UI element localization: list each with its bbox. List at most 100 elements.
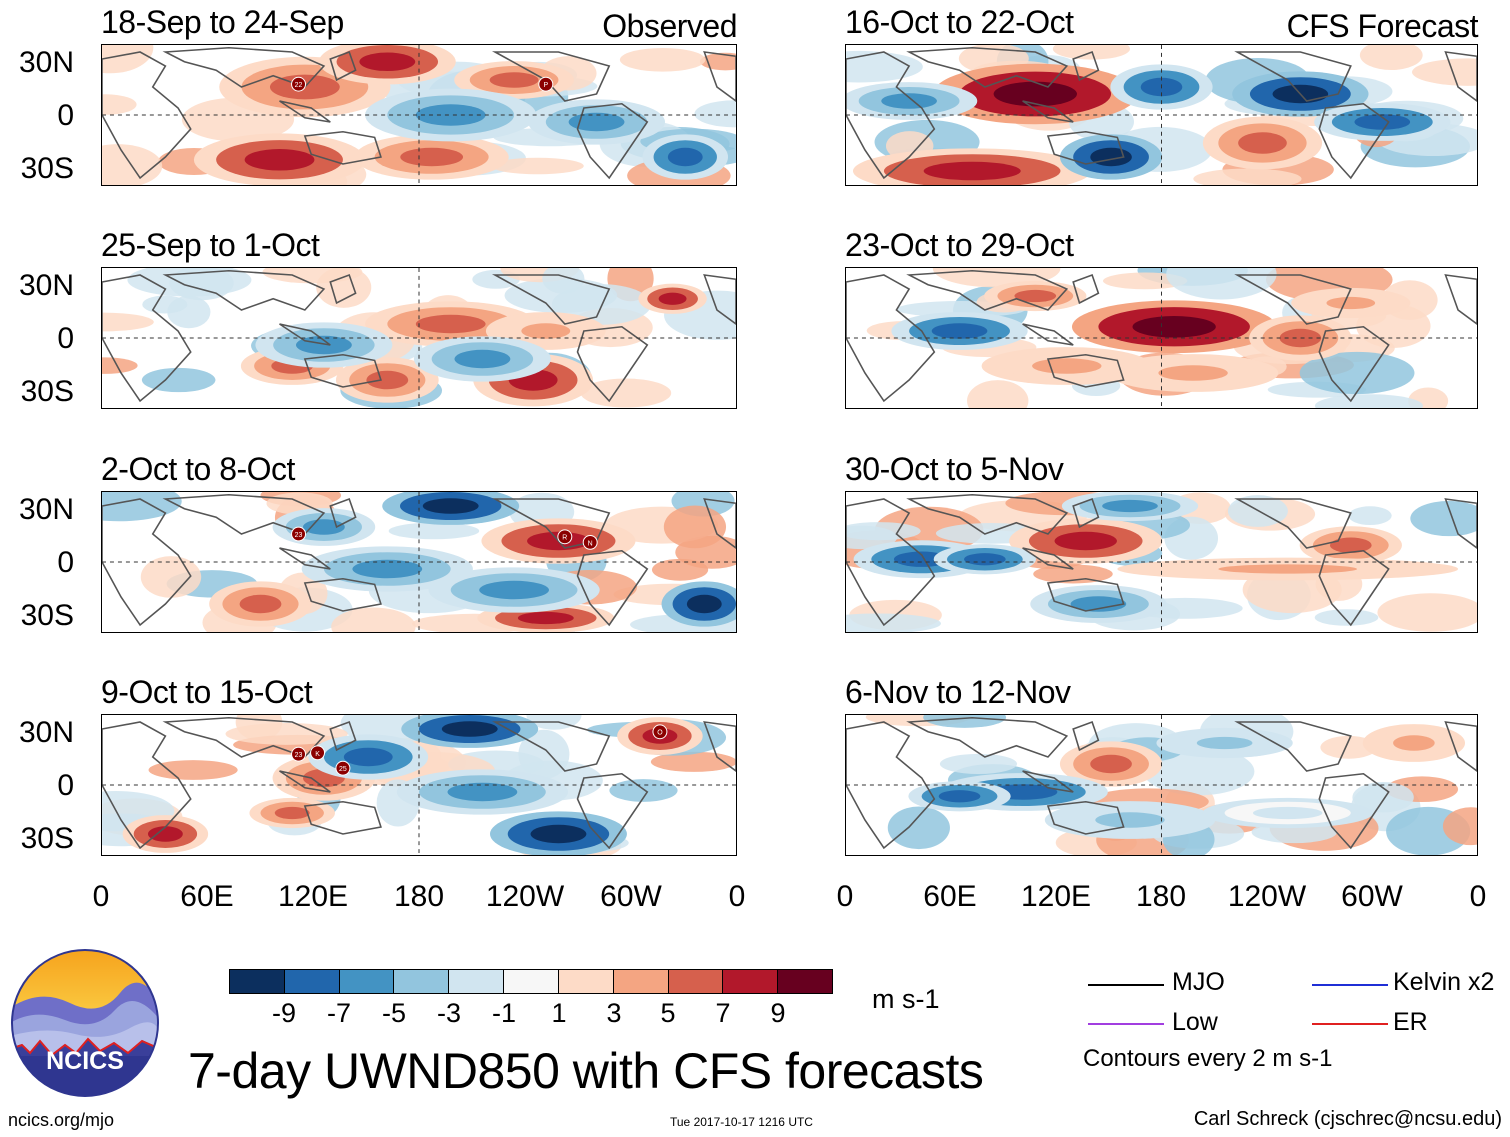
wind-anomaly-map: 23 R N [101,491,737,633]
lon-label: 0 [836,880,854,913]
coastline [162,269,326,311]
anomaly-patch [663,505,727,549]
map-panel-1: 18-Sep to 24-Sep Observed 22 P [101,4,737,186]
anomaly-blob [447,782,518,802]
coastline [846,721,936,850]
anomaly-patch [1299,351,1415,395]
lat-label-eq: 0 [57,322,74,355]
map-panel-8: 6-Nov to 12-Nov [845,674,1478,856]
lon-label: 0 [1469,880,1487,913]
anomaly-blob [1014,289,1057,303]
coastline [279,100,331,123]
colorbar-tick: 1 [551,998,567,1028]
coastline [329,497,357,529]
coastline [491,721,611,772]
anomaly-patch [127,268,252,297]
anomaly-patch [939,753,1018,774]
coastline [846,51,936,180]
coastline [1234,51,1352,102]
lat-label-30s: 30S [20,822,74,855]
panel-source-tag: CFS Forecast [1286,8,1479,44]
coastline [703,721,736,772]
panel-period-title: 23-Oct to 29-Oct [845,227,1074,263]
anomaly-blob [1095,812,1165,828]
coastline [1444,51,1477,102]
anomaly-blob [568,112,625,132]
anomaly-blob [1329,537,1372,553]
colorbar-tick: 9 [770,998,786,1028]
anomaly-patch [142,295,188,314]
coastline [279,770,331,793]
coastline [1444,498,1477,549]
anomaly-blob [667,147,703,167]
coastline [576,549,649,627]
footer-url[interactable]: ncics.org/mjo [8,1110,115,1130]
anomaly-patch [1193,168,1302,185]
legend-line-er [1312,1023,1388,1025]
lat-label-30n: 30N [18,269,74,302]
coastline [279,323,331,346]
anomaly-patch [887,806,950,850]
coastline [1072,50,1100,82]
anomaly-patch [1412,58,1477,86]
footer-timestamp: Tue 2017-10-17 1216 UTC [670,1115,813,1129]
coastline [162,46,326,88]
coastline [576,102,649,180]
wind-anomaly-map [845,44,1478,186]
coastline [1234,721,1352,772]
anomaly-blob [1196,736,1253,750]
lon-label: 180 [393,880,445,913]
storm-label: 23 [295,532,303,539]
anomaly-blob [1354,114,1411,130]
anomaly-patch [491,157,584,175]
panel-period-title: 18-Sep to 24-Sep [101,4,344,40]
anomaly-blob [400,147,464,167]
storm-marker: 22 [291,76,307,92]
legend-line-low [1088,1023,1164,1025]
map-panel-3: 2-Oct to 8-Oct 23 R N [101,451,737,633]
coastline [1318,325,1390,403]
legend-line-kelvin [1312,984,1388,986]
wind-anomaly-map [845,267,1478,409]
coastline [329,720,357,752]
storm-marker: P [538,76,554,92]
lat-label-30n: 30N [18,493,74,526]
anomaly-patch [102,45,154,74]
coastline [1046,130,1125,165]
panel-period-title: 6-Nov to 12-Nov [845,674,1071,710]
coastline [1072,497,1100,529]
storm-label: O [657,730,663,737]
legend-label-kelvin: Kelvin x2 [1393,968,1495,996]
coastline [329,50,357,82]
anomaly-blob [517,611,574,625]
coastline [1318,102,1390,180]
anomaly-blob [938,790,981,803]
lat-label-30n: 30N [18,716,74,749]
panel-source-tag: Observed [602,8,737,44]
anomaly-blob [352,559,423,579]
anomaly-patch [1348,506,1392,526]
anomaly-blob [1158,365,1228,381]
colorbar-cell [504,970,559,993]
colorbar-cell [394,970,450,993]
coastline [1022,100,1074,123]
anomaly-patch [580,378,672,408]
storm-marker: O [652,724,668,740]
anomaly-patch [102,492,182,522]
anomaly-patch [1410,500,1477,537]
anomaly-blob [415,314,486,334]
anomaly-patch [102,144,163,185]
coastline [303,353,382,388]
anomaly-patch [846,50,923,83]
coastline [906,46,1069,88]
map-panel-6: 23-Oct to 29-Oct [845,227,1478,409]
anomaly-patch [1033,564,1113,584]
colorbar-cell [558,970,614,993]
coastline [846,498,936,627]
colorbar-cell [339,970,395,993]
anomaly-blob [441,721,498,737]
anomaly-blob [366,370,409,390]
coastline [703,274,736,325]
anomaly-blob [343,747,393,767]
storm-marker: 23 [291,746,307,762]
